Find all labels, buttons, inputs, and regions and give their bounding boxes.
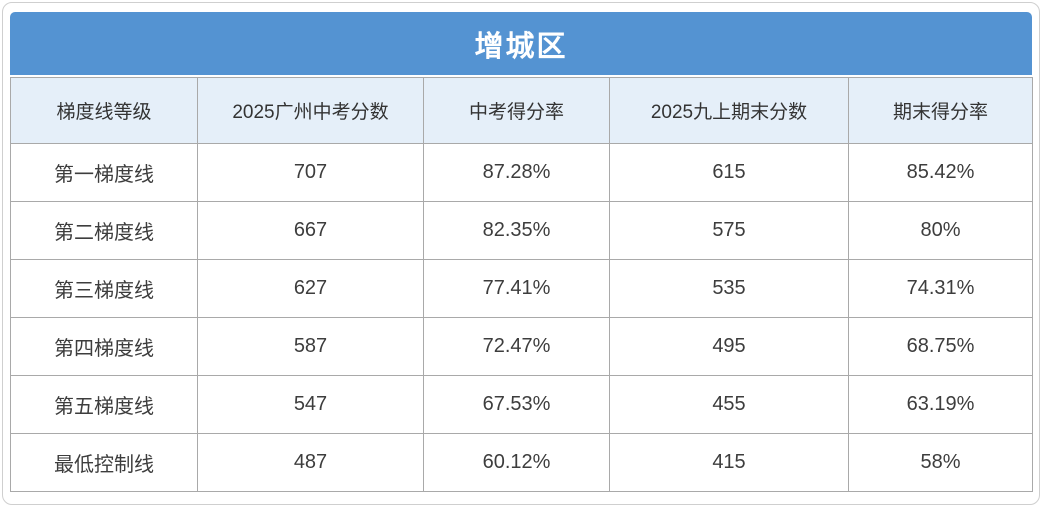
table-row: 第四梯度线 587 72.47% 495 68.75% [10, 317, 1033, 376]
table-cell: 495 [609, 317, 849, 376]
table-cell: 667 [197, 201, 424, 260]
table-cell: 68.75% [848, 317, 1033, 376]
column-header: 中考得分率 [423, 77, 610, 144]
table-cell: 707 [197, 143, 424, 202]
table-cell: 535 [609, 259, 849, 318]
table-body: 第一梯度线 707 87.28% 615 85.42% 第二梯度线 667 82.35% 575… [10, 143, 1033, 492]
score-table: 梯度线等级 2025广州中考分数 中考得分率 2025九上期末分数 期末得分率 第一梯度… [10, 77, 1033, 492]
table-row: 第一梯度线 707 87.28% 615 85.42% [10, 143, 1033, 202]
table-cell: 80% [848, 201, 1033, 260]
table-cell: 第一梯度线 [10, 143, 198, 202]
table-cell: 72.47% [423, 317, 610, 376]
table-cell: 615 [609, 143, 849, 202]
table-cell: 77.41% [423, 259, 610, 318]
table-row: 第三梯度线 627 77.41% 535 74.31% [10, 259, 1033, 318]
table-cell: 415 [609, 433, 849, 492]
column-header: 期末得分率 [848, 77, 1033, 144]
table-cell: 587 [197, 317, 424, 376]
table-cell: 67.53% [423, 375, 610, 434]
table-title-bar: 增城区 [10, 12, 1032, 75]
table-cell: 487 [197, 433, 424, 492]
table-cell: 第二梯度线 [10, 201, 198, 260]
table-cell: 第五梯度线 [10, 375, 198, 434]
table-cell: 82.35% [423, 201, 610, 260]
column-header: 2025广州中考分数 [197, 77, 424, 144]
table-cell: 547 [197, 375, 424, 434]
table-cell: 575 [609, 201, 849, 260]
table-row: 最低控制线 487 60.12% 415 58% [10, 433, 1033, 492]
table-cell: 455 [609, 375, 849, 434]
table-cell: 第三梯度线 [10, 259, 198, 318]
table-header-row: 梯度线等级 2025广州中考分数 中考得分率 2025九上期末分数 期末得分率 [10, 77, 1033, 144]
table-title: 增城区 [474, 30, 568, 63]
table-cell: 87.28% [423, 143, 610, 202]
table-row: 第二梯度线 667 82.35% 575 80% [10, 201, 1033, 260]
table-cell: 63.19% [848, 375, 1033, 434]
table-cell: 最低控制线 [10, 433, 198, 492]
column-header: 梯度线等级 [10, 77, 198, 144]
table-cell: 85.42% [848, 143, 1033, 202]
table-cell: 58% [848, 433, 1033, 492]
table-row: 第五梯度线 547 67.53% 455 63.19% [10, 375, 1033, 434]
table-cell: 627 [197, 259, 424, 318]
column-header: 2025九上期末分数 [609, 77, 849, 144]
table-cell: 60.12% [423, 433, 610, 492]
table-cell: 74.31% [848, 259, 1033, 318]
table-cell: 第四梯度线 [10, 317, 198, 376]
